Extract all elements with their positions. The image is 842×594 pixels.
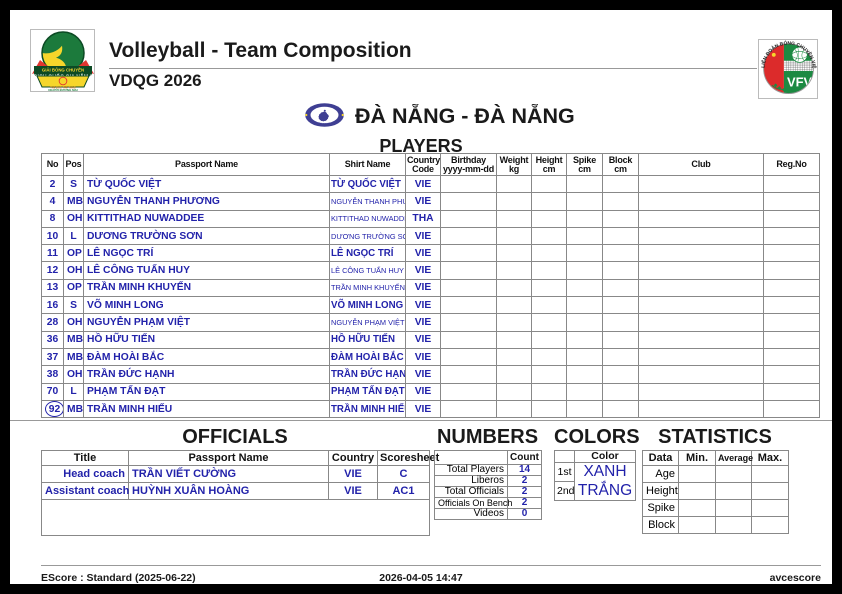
svg-text:GIẢI BÓNG CHUYỀN: GIẢI BÓNG CHUYỀN [42,68,84,73]
svg-text:VFV: VFV [787,75,812,90]
